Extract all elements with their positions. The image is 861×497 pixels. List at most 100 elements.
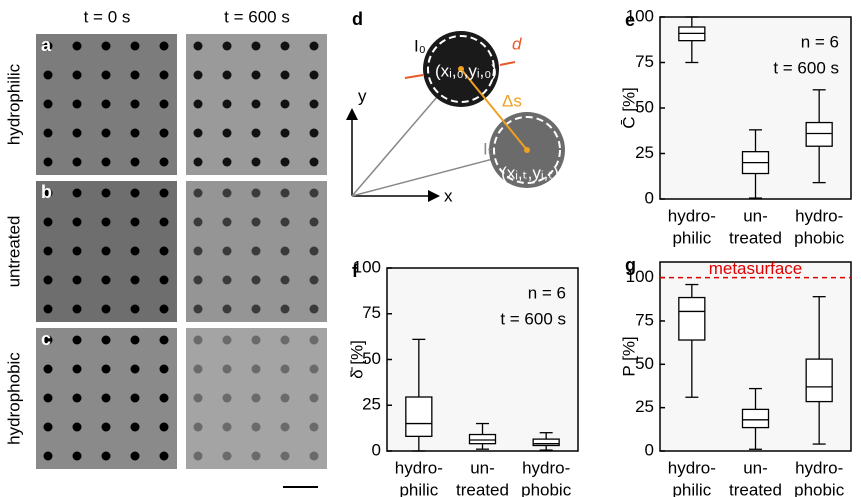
pillar — [130, 70, 140, 80]
pillar — [251, 364, 261, 374]
pillar — [159, 246, 169, 256]
pillar — [309, 364, 319, 374]
pillar — [101, 128, 111, 138]
y-axis-label: δ̄ [%] — [347, 340, 366, 379]
y-tick-label: 75 — [362, 303, 381, 322]
pillar — [72, 157, 82, 167]
y-tick-label: 25 — [635, 143, 654, 162]
pillar — [43, 304, 53, 314]
pillar — [280, 393, 290, 403]
pillar — [309, 188, 319, 198]
y-tick-label: 50 — [635, 354, 654, 373]
pillar — [193, 364, 203, 374]
pillar — [251, 217, 261, 227]
pillar — [280, 188, 290, 198]
box — [532, 438, 560, 447]
pillar — [130, 451, 140, 461]
pillar — [280, 246, 290, 256]
panel-label: d — [352, 9, 363, 29]
pillar — [193, 304, 203, 314]
pillar — [222, 451, 232, 461]
pillar — [193, 393, 203, 403]
annotation: t = 600 s — [500, 309, 566, 328]
pillar — [251, 422, 261, 432]
pillar — [101, 393, 111, 403]
pillar — [251, 304, 261, 314]
pillar — [222, 335, 232, 345]
x-tick-label: hydro- — [795, 458, 843, 477]
pillar — [130, 41, 140, 51]
pillar — [72, 246, 82, 256]
pillar — [43, 70, 53, 80]
pillar — [130, 157, 140, 167]
pillar — [222, 422, 232, 432]
pillar — [193, 128, 203, 138]
diagram-label: Δs — [502, 91, 522, 110]
pillar — [280, 217, 290, 227]
pillar — [251, 246, 261, 256]
pillar — [101, 41, 111, 51]
pillar — [72, 188, 82, 198]
y-tick-label: 50 — [362, 349, 381, 368]
pillar — [43, 451, 53, 461]
pillar — [251, 451, 261, 461]
pillar — [43, 364, 53, 374]
pillar — [130, 99, 140, 109]
pillar — [72, 451, 82, 461]
pillar — [43, 157, 53, 167]
pillar — [72, 304, 82, 314]
y-tick-label: 75 — [635, 310, 654, 329]
y-tick-label: 100 — [626, 6, 654, 25]
box — [405, 396, 433, 438]
y-tick-label: 50 — [635, 97, 654, 116]
pillar — [280, 41, 290, 51]
pillar — [43, 246, 53, 256]
pillar — [222, 41, 232, 51]
x-tick-label: hydro- — [395, 458, 443, 477]
pillar — [251, 335, 261, 345]
pillar — [193, 157, 203, 167]
pillar — [130, 393, 140, 403]
pillar — [222, 246, 232, 256]
pillar — [222, 364, 232, 374]
reference-label: metasurface — [709, 259, 803, 278]
annotation: n = 6 — [801, 32, 839, 51]
y-tick-label: 25 — [362, 395, 381, 414]
column-header: t = 600 s — [224, 7, 290, 26]
pillar — [130, 188, 140, 198]
pillar — [251, 275, 261, 285]
pillar — [222, 188, 232, 198]
pillar — [130, 275, 140, 285]
pillar — [43, 217, 53, 227]
pillar — [101, 335, 111, 345]
pillar — [159, 70, 169, 80]
pillar — [72, 217, 82, 227]
y-tick-label: 0 — [645, 440, 654, 459]
pillar — [222, 275, 232, 285]
pillar — [130, 128, 140, 138]
pillar — [159, 99, 169, 109]
pillar — [43, 99, 53, 109]
y-tick-label: 0 — [372, 440, 381, 459]
pillar — [159, 451, 169, 461]
pillar — [251, 99, 261, 109]
pillar — [280, 70, 290, 80]
pillar — [193, 217, 203, 227]
pillar — [280, 335, 290, 345]
pillar — [159, 335, 169, 345]
pillar — [43, 128, 53, 138]
pillar — [309, 393, 319, 403]
pillar — [72, 41, 82, 51]
pillar — [309, 128, 319, 138]
pillar — [193, 451, 203, 461]
pillar — [222, 99, 232, 109]
pillar — [101, 275, 111, 285]
diagram-label: (xᵢ,ₜ,yᵢ,ₜ) — [501, 163, 559, 182]
pillar — [251, 41, 261, 51]
pillar — [101, 70, 111, 80]
x-tick-label: treated — [729, 228, 782, 247]
pillar — [309, 451, 319, 461]
x-tick-label: un- — [470, 458, 495, 477]
pillar — [280, 422, 290, 432]
